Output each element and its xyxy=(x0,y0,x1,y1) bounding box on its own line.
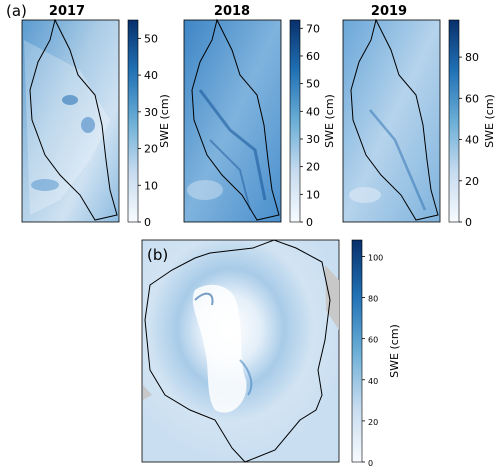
colorbar-b: 0 20 40 60 80 100 SWE (cm) xyxy=(351,239,401,468)
chart-title-2018: 2018 xyxy=(213,4,251,19)
colorbar-tick-label: 100 xyxy=(368,253,383,262)
colorbar-tick-label: 40 xyxy=(368,377,378,386)
map-2017 xyxy=(21,18,120,223)
colorbar-tick-label: 40 xyxy=(144,69,158,82)
chart-title-2019: 2019 xyxy=(370,4,408,19)
colorbar-2017: 0 10 20 30 40 50 SWE (cm) xyxy=(127,19,171,229)
colorbar-tick-label: 50 xyxy=(306,78,320,91)
colorbar-tick-label: 0 xyxy=(306,216,313,229)
colorbar-label-2019: SWE (cm) xyxy=(483,94,496,148)
map-b xyxy=(141,239,340,463)
colorbar-tick-label: 30 xyxy=(144,106,158,119)
colorbar-tick-label: 60 xyxy=(465,92,479,105)
colorbar-tick-label: 40 xyxy=(465,134,479,147)
colorbar-label-2018: SWE (cm) xyxy=(323,94,336,148)
colorbar-2019: 0 20 40 60 80 SWE (cm) xyxy=(448,19,496,229)
colorbar-2018: 0 10 20 30 40 50 60 70 xyxy=(289,19,320,229)
map-2018 xyxy=(183,18,282,223)
colorbar-tick-label: 0 xyxy=(465,216,472,229)
colorbar-label-b: SWE (cm) xyxy=(388,324,401,378)
colorbar-tick-label: 20 xyxy=(368,418,378,427)
colorbar-tick-label: 30 xyxy=(306,133,320,146)
colorbar-tick-label: 10 xyxy=(306,188,320,201)
panel-label-a: (a) xyxy=(6,2,27,20)
colorbar-tick-label: 10 xyxy=(144,179,158,192)
chart-title-2017: 2017 xyxy=(48,4,86,19)
colorbar-tick-label: 20 xyxy=(465,175,479,188)
panel-label-b: (b) xyxy=(147,246,168,264)
colorbar-tick-label: 80 xyxy=(465,51,479,64)
colorbar-tick-label: 0 xyxy=(368,459,373,468)
colorbar-tick-label: 60 xyxy=(306,50,320,63)
colorbar-tick-label: 80 xyxy=(368,295,378,304)
colorbar-tick-label: 60 xyxy=(368,336,378,345)
colorbar-tick-label: 0 xyxy=(144,216,151,229)
colorbar-tick-label: 40 xyxy=(306,105,320,118)
colorbar-tick-label: 20 xyxy=(144,143,158,156)
map-2019 xyxy=(342,18,441,223)
colorbar-tick-label: 20 xyxy=(306,161,320,174)
colorbar-tick-label: 50 xyxy=(144,32,158,45)
colorbar-label-2017: SWE (cm) xyxy=(158,94,171,148)
colorbar-tick-label: 70 xyxy=(306,22,320,35)
